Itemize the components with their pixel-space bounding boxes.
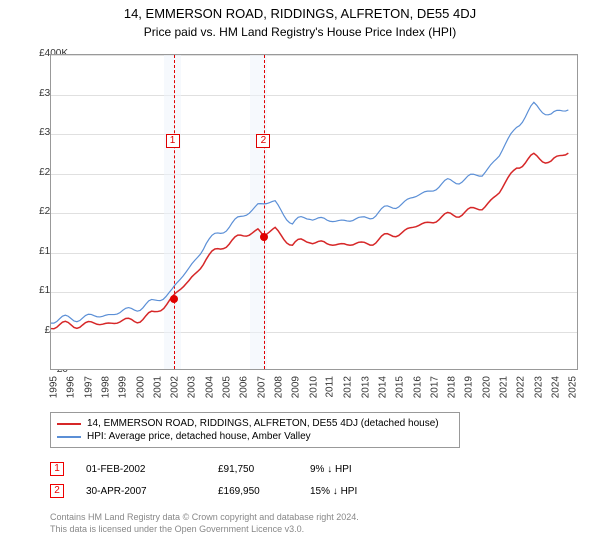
marker-dot — [170, 295, 178, 303]
x-axis-label: 2016 — [412, 376, 423, 398]
legend-swatch-series2 — [57, 436, 81, 438]
x-axis-label: 2022 — [516, 376, 527, 398]
transaction-pct: 15% ↓ HPI — [310, 486, 410, 497]
x-axis-label: 2007 — [256, 376, 267, 398]
x-axis-label: 2011 — [324, 376, 335, 398]
x-axis-label: 2000 — [135, 376, 146, 398]
x-axis-label: 2024 — [550, 376, 561, 398]
x-axis-label: 2021 — [498, 376, 509, 398]
footer-attribution: Contains HM Land Registry data © Crown c… — [50, 512, 359, 535]
x-axis-label: 2004 — [204, 376, 215, 398]
x-axis-label: 2013 — [360, 376, 371, 398]
x-axis-label: 2003 — [187, 376, 198, 398]
x-axis-label: 2025 — [568, 376, 579, 398]
x-axis-label: 1997 — [83, 376, 94, 398]
x-axis-label: 1999 — [117, 376, 128, 398]
x-axis-label: 1995 — [48, 376, 59, 398]
series-hpi — [51, 102, 568, 323]
x-axis-label: 2008 — [273, 376, 284, 398]
x-axis-label: 2009 — [291, 376, 302, 398]
transaction-row: 2 30-APR-2007 £169,950 15% ↓ HPI — [50, 480, 410, 502]
legend-swatch-series1 — [57, 423, 81, 425]
x-axis-label: 2018 — [446, 376, 457, 398]
chart-title: 14, EMMERSON ROAD, RIDDINGS, ALFRETON, D… — [0, 0, 600, 21]
marker-dot — [260, 233, 268, 241]
x-axis-label: 2017 — [429, 376, 440, 398]
x-axis-label: 2001 — [152, 376, 163, 398]
transaction-table: 1 01-FEB-2002 £91,750 9% ↓ HPI 2 30-APR-2007 £… — [50, 458, 410, 502]
series-price_paid — [51, 153, 568, 329]
x-axis-label: 2005 — [221, 376, 232, 398]
legend: 14, EMMERSON ROAD, RIDDINGS, ALFRETON, D… — [50, 412, 460, 448]
x-axis-label: 2019 — [464, 376, 475, 398]
x-axis-label: 2015 — [394, 376, 405, 398]
transaction-marker: 1 — [50, 462, 64, 476]
transaction-marker: 2 — [50, 484, 64, 498]
x-axis-label: 2010 — [308, 376, 319, 398]
transaction-row: 1 01-FEB-2002 £91,750 9% ↓ HPI — [50, 458, 410, 480]
legend-label-series1: 14, EMMERSON ROAD, RIDDINGS, ALFRETON, D… — [87, 418, 439, 429]
x-axis-label: 2014 — [377, 376, 388, 398]
x-axis-label: 2020 — [481, 376, 492, 398]
x-axis-label: 2023 — [533, 376, 544, 398]
x-axis-label: 2002 — [169, 376, 180, 398]
transaction-price: £169,950 — [218, 486, 288, 497]
x-axis-label: 2012 — [343, 376, 354, 398]
transaction-date: 01-FEB-2002 — [86, 464, 196, 475]
transaction-date: 30-APR-2007 — [86, 486, 196, 497]
chart-subtitle: Price paid vs. HM Land Registry's House … — [0, 21, 600, 43]
chart-plot-area — [50, 54, 578, 370]
x-axis-label: 2006 — [239, 376, 250, 398]
marker-box: 1 — [166, 134, 180, 148]
x-axis-label: 1996 — [66, 376, 77, 398]
transaction-pct: 9% ↓ HPI — [310, 464, 410, 475]
marker-box: 2 — [256, 134, 270, 148]
x-axis-label: 1998 — [100, 376, 111, 398]
transaction-price: £91,750 — [218, 464, 288, 475]
legend-label-series2: HPI: Average price, detached house, Ambe… — [87, 431, 311, 442]
